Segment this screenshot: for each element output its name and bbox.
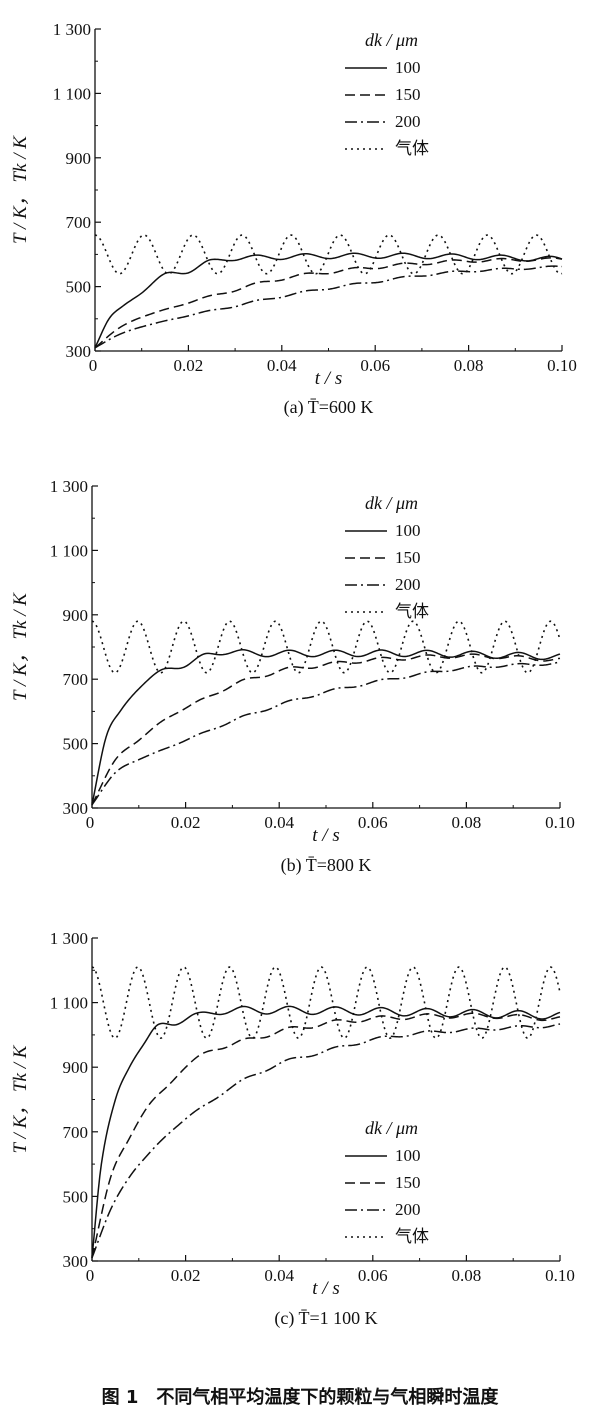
legend-label-2: 200	[395, 112, 421, 131]
x-tick-label: 0.04	[267, 356, 297, 375]
chart-panel-b: 300 500 700 900 1 100 1 300 0 0.02 0.04 0.06 0.08 0…	[10, 477, 575, 876]
series-line-2	[91, 661, 561, 806]
legend-label-3: 气体	[395, 139, 429, 158]
y-axis-label: T / K， Tk / K	[10, 592, 31, 701]
legend-label-3: 气体	[395, 1227, 429, 1246]
y-tick-label: 300	[63, 799, 89, 818]
y-tick-label: 500	[63, 735, 89, 754]
legend-label-1: 150	[395, 85, 421, 104]
legend-title: dk / μm	[365, 1118, 418, 1138]
legend-label-2: 200	[395, 575, 421, 594]
y-tick-label: 900	[66, 149, 92, 168]
y-tick-label: 1 300	[53, 20, 91, 39]
x-tick-label: 0.04	[264, 813, 294, 832]
y-axis-label: T / K， Tk / K	[10, 135, 31, 244]
x-tick-label: 0.10	[545, 813, 575, 832]
x-tick-label: 0.08	[454, 356, 484, 375]
legend-label-3: 气体	[395, 602, 429, 621]
series-line-1	[91, 1012, 561, 1258]
series-line-3	[91, 966, 561, 1039]
x-axis-label: t / s	[312, 1278, 339, 1299]
y-tick-label: 500	[63, 1187, 89, 1206]
x-tick-label: 0.06	[358, 813, 388, 832]
x-tick-label: 0.02	[174, 356, 204, 375]
chart-panel-c: 300 500 700 900 1 100 1 300 0 0.02 0.04 0.06 0.08 0…	[10, 929, 575, 1329]
series-line-1	[91, 653, 561, 806]
x-tick-label: 0.06	[360, 356, 390, 375]
chart-panel-a: 300 500 700 900 1 100 1 300 0 0.02 0.04 0.06 0.08 0…	[10, 20, 577, 418]
panel-caption: (c) T̄=1 100 K	[274, 1308, 377, 1329]
y-tick-label: 300	[63, 1252, 89, 1271]
y-tick-label: 1 100	[50, 994, 88, 1013]
legend-label-0: 100	[395, 1146, 421, 1165]
x-tick-label: 0	[89, 356, 98, 375]
x-tick-label: 0	[86, 1266, 95, 1285]
x-tick-label: 0.06	[358, 1266, 388, 1285]
legend-label-0: 100	[395, 58, 421, 77]
y-tick-label: 700	[63, 670, 89, 689]
y-tick-label: 1 100	[53, 84, 91, 103]
legend-label-1: 150	[395, 548, 421, 567]
series-line-2	[91, 1023, 561, 1259]
y-tick-label: 1 300	[50, 929, 88, 948]
x-axis-label: t / s	[312, 825, 339, 846]
x-tick-label: 0.02	[171, 813, 201, 832]
y-tick-label: 500	[66, 278, 92, 297]
legend-title: dk / μm	[365, 30, 418, 50]
panel-caption: (a) T̄=600 K	[284, 397, 374, 418]
y-tick-label: 900	[63, 1058, 89, 1077]
legend-label-2: 200	[395, 1200, 421, 1219]
series-line-0	[91, 649, 561, 805]
y-tick-label: 700	[66, 213, 92, 232]
x-tick-label: 0.08	[452, 813, 482, 832]
y-tick-label: 700	[63, 1123, 89, 1142]
x-tick-label: 0	[86, 813, 95, 832]
series-line-3	[91, 620, 561, 674]
series-line-1	[94, 257, 563, 349]
legend-label-1: 150	[395, 1173, 421, 1192]
series-line-2	[94, 265, 563, 349]
y-tick-label: 900	[63, 606, 89, 625]
x-tick-label: 0.08	[452, 1266, 482, 1285]
series-line-0	[94, 252, 563, 349]
series-line-0	[91, 1005, 561, 1258]
y-axis-label: T / K， Tk / K	[10, 1044, 31, 1153]
panel-caption: (b) T̄=800 K	[281, 855, 372, 876]
figure-caption: 图 1 不同气相平均温度下的颗粒与气相瞬时温度	[102, 1386, 500, 1408]
x-tick-label: 0.04	[264, 1266, 294, 1285]
legend-label-0: 100	[395, 521, 421, 540]
x-tick-label: 0.10	[545, 1266, 575, 1285]
series-line-3	[94, 234, 563, 275]
y-tick-label: 1 100	[50, 541, 88, 560]
legend-title: dk / μm	[365, 493, 418, 513]
y-tick-label: 300	[66, 342, 92, 361]
x-axis-label: t / s	[315, 368, 342, 389]
x-tick-label: 0.10	[547, 356, 577, 375]
x-tick-label: 0.02	[171, 1266, 201, 1285]
y-tick-label: 1 300	[50, 477, 88, 496]
